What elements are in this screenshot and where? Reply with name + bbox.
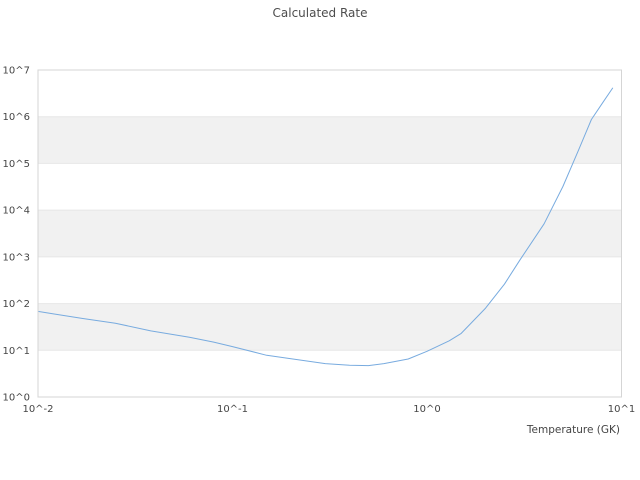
decade-bands (38, 116, 622, 351)
rate-line (37, 87, 614, 367)
x-axis-label: Temperature (GK) (526, 424, 620, 436)
x-tick-label: 10^-2 (22, 404, 53, 415)
y-tick-label: 10^3 (3, 252, 30, 263)
x-tick-label: 10^-1 (217, 404, 248, 415)
y-tick-label: 10^2 (3, 299, 30, 310)
plot-frame (37, 69, 622, 398)
y-tick-labels: 10^0 10^1 10^2 10^3 10^4 10^5 10^6 10^7 (3, 66, 30, 404)
x-tick-label: 10^1 (608, 404, 635, 415)
x-tick-label: 10^0 (413, 404, 440, 415)
y-tick-label: 10^7 (3, 66, 30, 77)
gridlines (38, 116, 622, 351)
decade-band (38, 210, 622, 257)
x-tick-labels: 10^-2 10^-1 10^0 10^1 (22, 404, 635, 415)
y-tick-label: 10^1 (3, 346, 30, 357)
rate-line-path (37, 87, 614, 367)
y-tick-label: 10^6 (3, 112, 30, 123)
y-tick-label: 10^4 (3, 206, 30, 217)
decade-band (38, 116, 622, 164)
y-tick-label: 10^5 (3, 159, 30, 170)
chart-title: Calculated Rate (273, 6, 368, 20)
y-tick-label: 10^0 (3, 393, 30, 404)
decade-band (38, 303, 622, 351)
